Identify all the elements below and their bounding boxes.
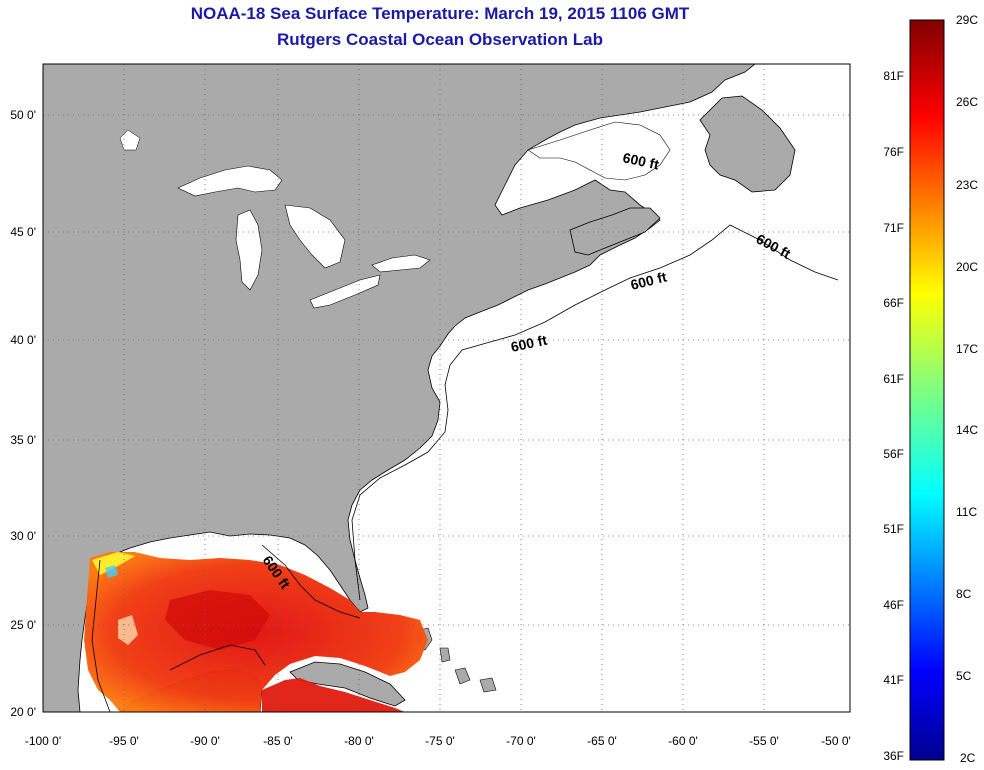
x-tick-label: -65 0': [587, 734, 617, 748]
sst-cool-spot: [105, 565, 118, 578]
map-subtitle: Rutgers Coastal Ocean Observation Lab: [277, 30, 603, 49]
x-tick-label: -70 0': [506, 734, 536, 748]
sst-pale-patch: [118, 615, 138, 645]
x-tick-label: -50 0': [821, 734, 851, 748]
lake-superior: [177, 165, 283, 197]
y-tick-label: 25 0': [10, 618, 36, 632]
colorbar-c-label: 29C: [956, 13, 978, 27]
colorbar-c-label: 26C: [956, 95, 978, 109]
colorbar-f-label: 41F: [883, 673, 904, 687]
x-tick-label: -95 0': [109, 734, 139, 748]
colorbar-c-label: 5C: [956, 669, 972, 683]
land-bahamas: [417, 627, 497, 693]
colorbar-c-label: 2C: [960, 751, 976, 765]
colorbar-c-label: 11C: [956, 505, 977, 519]
y-axis-ticks: 50 0' 45 0' 40 0' 35 0' 30 0' 25 0' 20 0…: [10, 108, 36, 719]
colorbar-c-label: 14C: [956, 423, 978, 437]
colorbar-c-label: 17C: [956, 342, 978, 356]
lake-winnipeg: [119, 129, 141, 151]
contour-600ft: [91, 224, 839, 712]
grid: [43, 64, 850, 712]
lake-erie: [309, 274, 381, 309]
colorbar-f-label: 61F: [883, 372, 904, 386]
land-newfoundland: [699, 95, 796, 193]
x-axis-ticks: -100 0' -95 0' -90 0' -85 0' -80 0' -75 …: [25, 734, 851, 748]
x-tick-label: -60 0': [668, 734, 698, 748]
map-frame: [42, 63, 851, 713]
colorbar-c-label: 23C: [956, 178, 978, 192]
colorbar-f-label: 81F: [883, 69, 904, 83]
y-tick-label: 50 0': [10, 108, 36, 122]
gulf-st-lawrence: [527, 121, 671, 181]
y-tick-label: 40 0': [10, 333, 36, 347]
x-tick-label: -80 0': [344, 734, 374, 748]
land-nova-scotia: [569, 207, 661, 256]
colorbar-f-label: 56F: [883, 447, 904, 461]
lake-michigan: [235, 209, 263, 291]
land-cuba: [289, 661, 406, 707]
x-tick-label: -100 0': [25, 734, 61, 748]
contour-label: 600 ft: [509, 332, 548, 355]
x-tick-label: -85 0': [263, 734, 293, 748]
colorbar-c-label: 8C: [956, 587, 972, 601]
sst-caribbean: [262, 678, 405, 712]
colorbar-celsius-labels: 29C 26C 23C 20C 17C 14C 11C 8C 5C 2C: [956, 13, 978, 765]
colorbar-f-label: 46F: [883, 598, 904, 612]
map-title: NOAA-18 Sea Surface Temperature: March 1…: [190, 4, 690, 23]
colorbar-f-label: 51F: [883, 522, 904, 536]
y-tick-label: 35 0': [10, 433, 36, 447]
colorbar: [909, 19, 945, 761]
y-tick-label: 45 0': [10, 225, 36, 239]
land-north-america: [43, 64, 756, 712]
y-tick-label: 30 0': [10, 529, 36, 543]
x-tick-label: -90 0': [190, 734, 220, 748]
colorbar-fahrenheit-labels: 81F 76F 71F 66F 61F 56F 51F 46F 41F 36F: [883, 69, 904, 763]
sst-warm-core: [165, 590, 270, 650]
x-tick-label: -75 0': [425, 734, 455, 748]
sst-cool-fringe: [92, 552, 135, 575]
y-tick-label: 20 0': [10, 705, 36, 719]
lake-huron: [284, 204, 346, 269]
colorbar-c-label: 20C: [956, 260, 978, 274]
colorbar-f-label: 36F: [883, 749, 904, 763]
colorbar-f-label: 71F: [883, 221, 904, 235]
contour-600ft-gulf: [169, 644, 266, 671]
colorbar-f-label: 66F: [883, 296, 904, 310]
lake-ontario: [371, 254, 431, 273]
contour-label: 600 ft: [621, 149, 660, 172]
colorbar-f-label: 76F: [883, 145, 904, 159]
x-tick-label: -55 0': [749, 734, 779, 748]
